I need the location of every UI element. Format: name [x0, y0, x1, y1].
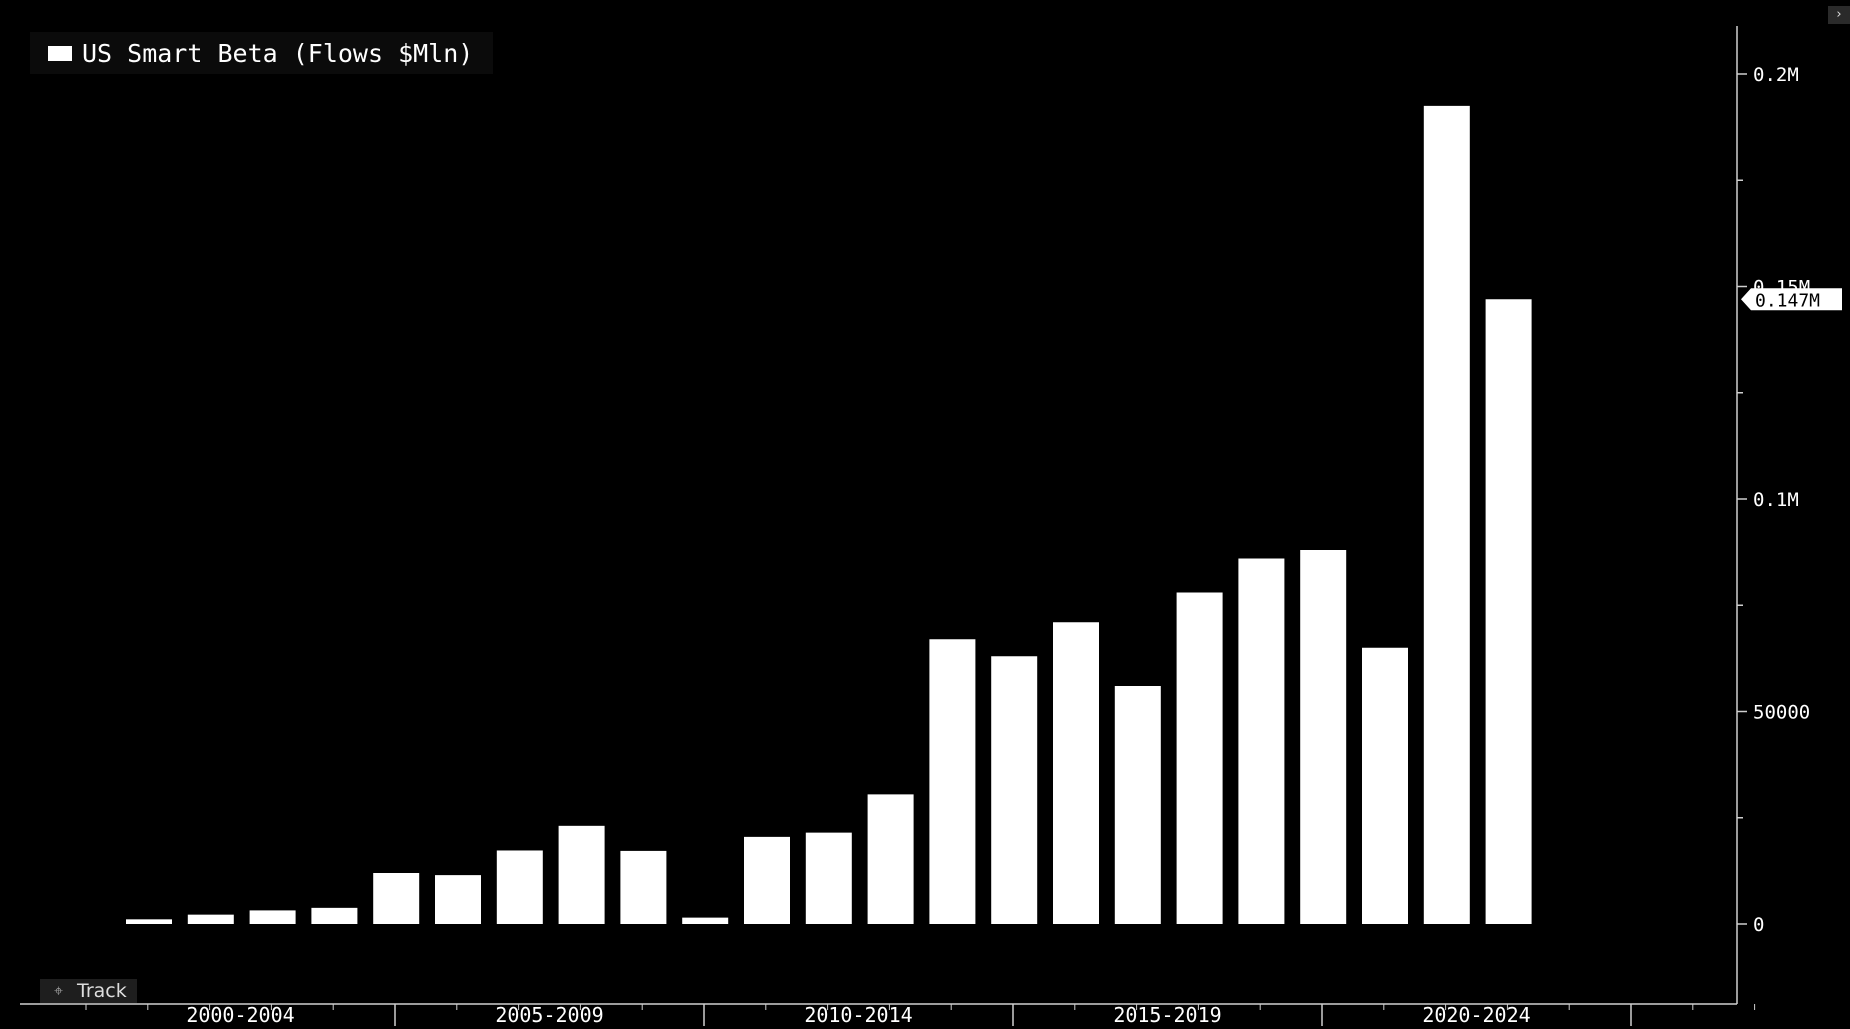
bar-2004 [311, 907, 358, 924]
bar-2007 [496, 850, 543, 924]
last-value-marker: 0.147M [1741, 288, 1842, 311]
bar-2014 [929, 639, 976, 924]
y-tick-label: 0.1M [1753, 489, 1799, 511]
bar-2021 [1362, 647, 1408, 924]
bar-series [126, 105, 1532, 924]
bar-2020 [1300, 550, 1347, 924]
x-axis: 2000-2004 2005-2009 2010-2014 2015-2019 2020… [20, 1003, 1756, 1027]
last-value-box [1741, 288, 1842, 311]
x-group-label: 2010-2014 [804, 1003, 912, 1027]
y-tick-label: 50000 [1753, 702, 1810, 724]
x-group-label: 2005-2009 [495, 1003, 603, 1027]
bar-2018 [1176, 592, 1223, 924]
bar-2015 [991, 656, 1038, 924]
expand-icon[interactable]: › [1828, 6, 1850, 24]
bar-2008 [558, 825, 605, 924]
bar-2023 [1485, 299, 1532, 924]
bar-2016 [1053, 622, 1099, 924]
bar-2010 [682, 917, 729, 924]
crosshair-icon: ⌖ [54, 981, 64, 1000]
x-group-label: 2020-2024 [1422, 1003, 1530, 1027]
legend-swatch [48, 45, 72, 61]
legend: US Smart Beta (Flows $Mln) [30, 32, 494, 74]
bar-2003 [249, 910, 296, 924]
bar-2002 [187, 914, 234, 924]
bar-2022 [1423, 105, 1470, 924]
bar-2019 [1238, 558, 1285, 924]
x-group-label: 2015-2019 [1113, 1003, 1221, 1027]
y-tick-label: 0 [1753, 914, 1764, 936]
bar-2006 [435, 875, 481, 924]
legend-label: US Smart Beta (Flows $Mln) [82, 38, 474, 68]
bar-2001 [126, 919, 172, 924]
bar-2017 [1114, 686, 1161, 924]
x-group-label: 2000-2004 [186, 1003, 294, 1027]
y-tick-label: 0.2M [1753, 64, 1799, 86]
bar-2009 [620, 850, 667, 924]
last-value-label: 0.147M [1755, 290, 1820, 311]
bar-2005 [373, 873, 420, 924]
track-label: Track [77, 980, 127, 1002]
bar-2011 [744, 836, 790, 924]
bar-2012 [805, 832, 852, 924]
track-button[interactable]: ⌖ Track [40, 979, 137, 1003]
bar-2013 [867, 794, 914, 924]
